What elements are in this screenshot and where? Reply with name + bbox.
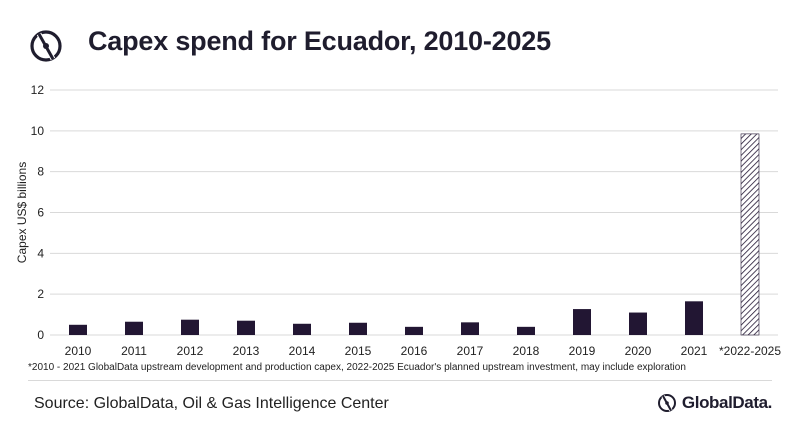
x-tick-label: 2021 bbox=[681, 344, 708, 358]
x-tick-label: 2011 bbox=[121, 344, 147, 358]
brand-logo: GlobalData. bbox=[656, 392, 772, 414]
divider bbox=[28, 380, 772, 381]
x-tick-label: 2020 bbox=[625, 344, 652, 358]
bar-2014 bbox=[293, 323, 311, 335]
bar-2010 bbox=[69, 324, 87, 335]
x-tick-label: 2014 bbox=[289, 344, 316, 358]
globaldata-icon bbox=[657, 394, 676, 412]
x-tick-label: 2017 bbox=[457, 344, 484, 358]
bar-2022-2025 bbox=[740, 133, 760, 336]
bar-2019 bbox=[573, 309, 591, 335]
x-tick-label: 2010 bbox=[65, 344, 92, 358]
bar-2017 bbox=[461, 322, 479, 335]
y-tick-label: 10 bbox=[31, 124, 45, 138]
x-tick-label: 2016 bbox=[401, 344, 428, 358]
y-tick-label: 2 bbox=[37, 287, 44, 301]
x-tick-label: 2015 bbox=[345, 344, 372, 358]
y-tick-label: 8 bbox=[37, 165, 44, 179]
bar-2011 bbox=[125, 321, 143, 335]
x-tick-label: 2013 bbox=[233, 344, 260, 358]
globaldata-icon bbox=[30, 30, 62, 62]
bar-2020 bbox=[629, 312, 647, 335]
y-tick-label: 6 bbox=[37, 206, 44, 220]
y-tick-label: 12 bbox=[31, 83, 45, 97]
page-title: Capex spend for Ecuador, 2010-2025 bbox=[88, 26, 551, 56]
x-tick-label: *2022-2025 bbox=[719, 344, 781, 358]
bar-2012 bbox=[181, 319, 199, 335]
bar-2016 bbox=[405, 326, 423, 335]
chart-footnote: *2010 - 2021 GlobalData upstream develop… bbox=[28, 362, 686, 373]
source-text: Source: GlobalData, Oil & Gas Intelligen… bbox=[34, 395, 389, 412]
x-tick-label: 2018 bbox=[513, 344, 540, 358]
y-tick-label: 4 bbox=[37, 246, 44, 260]
x-tick-label: 2012 bbox=[177, 344, 204, 358]
capex-bar-chart: 0 2 4 6 8 10 12 Capex US$ billions 2010 2011 2012 2… bbox=[15, 83, 781, 358]
bar-2018 bbox=[517, 326, 535, 335]
bar-2021 bbox=[685, 301, 703, 335]
bar-2015 bbox=[349, 322, 367, 335]
y-axis-label: Capex US$ billions bbox=[15, 162, 29, 263]
brand-name: GlobalData. bbox=[681, 393, 772, 412]
x-tick-label: 2019 bbox=[569, 344, 596, 358]
y-tick-label: 0 bbox=[37, 328, 44, 342]
bar-2013 bbox=[237, 320, 255, 335]
